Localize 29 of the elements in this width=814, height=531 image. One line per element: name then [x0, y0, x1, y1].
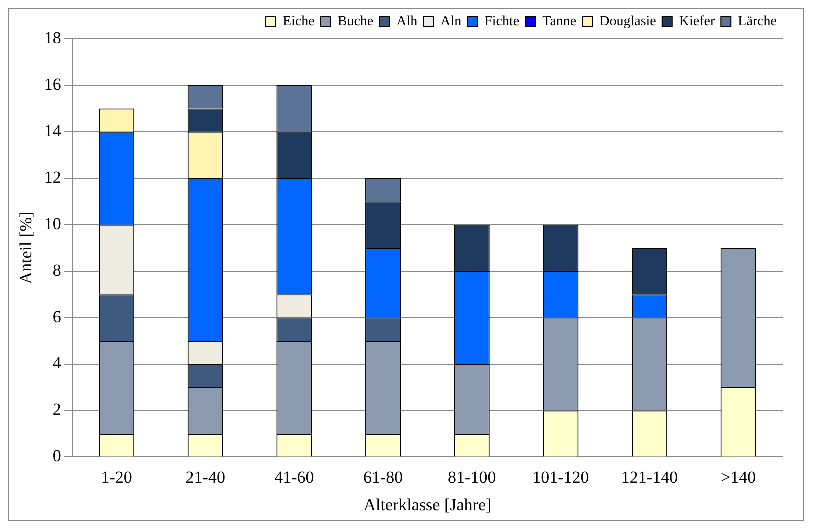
- legend-label: Tanne: [542, 14, 577, 30]
- y-tick-label: 16: [44, 74, 62, 94]
- legend-label: Eiche: [282, 14, 315, 30]
- y-axis-title: Anteil [%]: [16, 212, 36, 284]
- x-tick-label: 41-60: [274, 468, 314, 487]
- x-tick-label: 1-20: [101, 468, 132, 487]
- y-tick-label: 2: [52, 400, 62, 420]
- x-axis-title: Alterklasse [Jahre]: [364, 495, 492, 514]
- legend-label: Lärche: [738, 14, 778, 30]
- y-tick-label: 14: [44, 121, 62, 140]
- legend-label: Alh: [396, 14, 418, 30]
- x-tick-label: 21-40: [186, 468, 226, 487]
- x-tick-label: 121-140: [621, 468, 678, 487]
- y-tick-label: 18: [44, 28, 62, 48]
- legend-label: Fichte: [484, 14, 520, 30]
- y-tick-label: 12: [44, 168, 62, 187]
- x-tick-label: 61-80: [363, 468, 404, 487]
- y-tick-label: 8: [52, 260, 62, 280]
- y-tick-label: 10: [44, 214, 62, 234]
- legend-label: Douglasie: [600, 14, 656, 30]
- legend-label: Aln: [440, 14, 462, 30]
- x-tick-label: >140: [721, 468, 756, 487]
- x-tick-label: 101-120: [532, 468, 590, 487]
- legend-label: Kiefer: [679, 14, 716, 30]
- x-tick-label: 81-100: [448, 468, 496, 487]
- y-tick-label: 4: [52, 354, 62, 373]
- legend-label: Buche: [338, 14, 374, 30]
- y-tick-label: 0: [52, 446, 62, 466]
- y-tick-label: 6: [52, 307, 62, 326]
